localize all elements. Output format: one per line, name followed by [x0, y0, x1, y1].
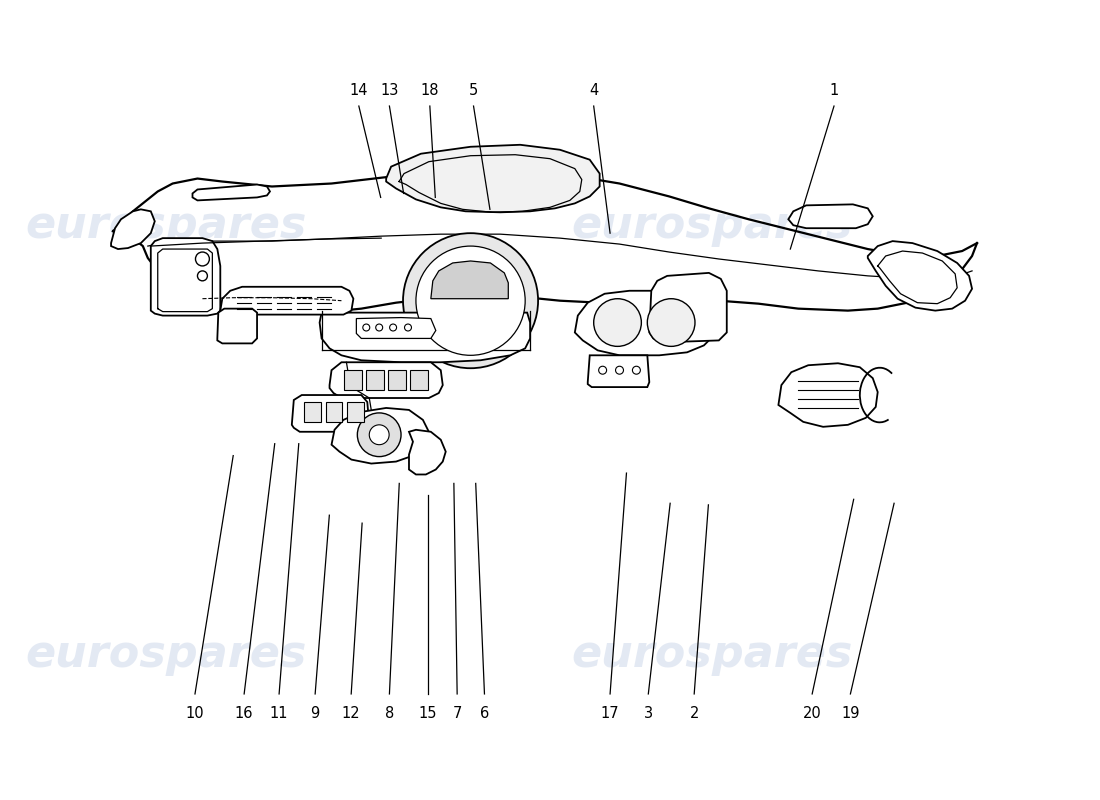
- Polygon shape: [431, 261, 508, 298]
- Polygon shape: [409, 430, 446, 474]
- FancyBboxPatch shape: [326, 402, 342, 422]
- Polygon shape: [779, 363, 878, 427]
- Circle shape: [632, 366, 640, 374]
- Text: 20: 20: [803, 706, 822, 721]
- Text: 19: 19: [842, 706, 859, 721]
- FancyBboxPatch shape: [348, 402, 364, 422]
- Circle shape: [405, 324, 411, 331]
- Text: 8: 8: [385, 706, 394, 721]
- Polygon shape: [575, 290, 717, 355]
- Polygon shape: [868, 241, 972, 310]
- Circle shape: [647, 298, 695, 346]
- Text: eurospares: eurospares: [25, 204, 307, 246]
- Polygon shape: [320, 313, 530, 362]
- FancyBboxPatch shape: [410, 370, 428, 390]
- Polygon shape: [151, 238, 220, 315]
- Text: 10: 10: [186, 706, 205, 721]
- Circle shape: [598, 366, 606, 374]
- Text: 1: 1: [829, 83, 838, 98]
- Polygon shape: [331, 408, 429, 463]
- Text: 4: 4: [590, 83, 598, 98]
- Polygon shape: [386, 145, 600, 212]
- Polygon shape: [649, 273, 727, 342]
- Circle shape: [363, 324, 370, 331]
- Text: 5: 5: [469, 83, 478, 98]
- Circle shape: [198, 271, 208, 281]
- Polygon shape: [356, 318, 436, 338]
- FancyBboxPatch shape: [388, 370, 406, 390]
- Text: 3: 3: [644, 706, 653, 721]
- Circle shape: [389, 324, 397, 331]
- Text: 15: 15: [418, 706, 437, 721]
- Text: 14: 14: [350, 83, 368, 98]
- Text: eurospares: eurospares: [25, 633, 307, 676]
- Polygon shape: [789, 204, 872, 228]
- FancyBboxPatch shape: [304, 402, 320, 422]
- Text: 2: 2: [690, 706, 698, 721]
- Text: 11: 11: [270, 706, 288, 721]
- Circle shape: [616, 366, 624, 374]
- Text: 13: 13: [381, 83, 398, 98]
- Circle shape: [416, 246, 525, 355]
- Text: 17: 17: [601, 706, 619, 721]
- Polygon shape: [292, 395, 370, 432]
- Polygon shape: [220, 286, 353, 314]
- Polygon shape: [587, 355, 649, 387]
- Text: 7: 7: [452, 706, 462, 721]
- Text: 16: 16: [235, 706, 253, 721]
- Circle shape: [358, 413, 402, 457]
- FancyBboxPatch shape: [344, 370, 362, 390]
- Circle shape: [370, 425, 389, 445]
- Text: eurospares: eurospares: [572, 633, 854, 676]
- Text: 18: 18: [420, 83, 439, 98]
- Circle shape: [403, 233, 538, 368]
- Circle shape: [594, 298, 641, 346]
- Text: 6: 6: [480, 706, 490, 721]
- Polygon shape: [111, 210, 155, 249]
- Polygon shape: [218, 309, 257, 343]
- Text: 9: 9: [310, 706, 320, 721]
- Circle shape: [196, 252, 209, 266]
- Circle shape: [376, 324, 383, 331]
- Text: 12: 12: [342, 706, 361, 721]
- Polygon shape: [330, 362, 442, 398]
- FancyBboxPatch shape: [366, 370, 384, 390]
- Polygon shape: [192, 185, 270, 200]
- Text: eurospares: eurospares: [572, 204, 854, 246]
